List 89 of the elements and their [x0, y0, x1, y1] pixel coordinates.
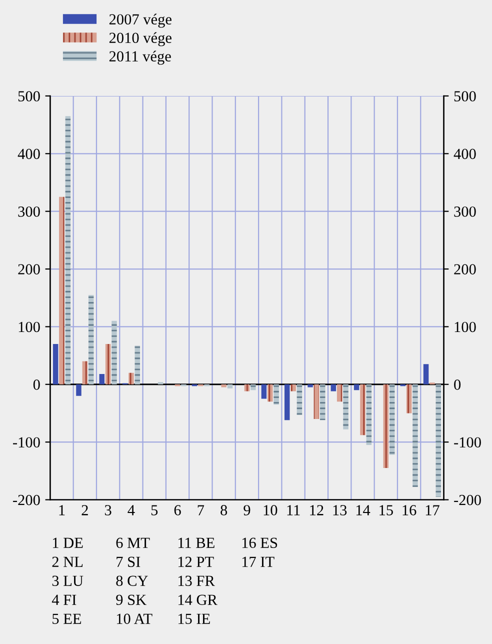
bar [65, 116, 71, 384]
bar [82, 361, 88, 384]
y2-tick-label: 400 [454, 148, 476, 160]
y-tick-label: -200 [13, 494, 40, 506]
y2-tick-label: 200 [454, 264, 476, 274]
bar [389, 384, 395, 455]
bar [261, 384, 267, 399]
text: 12 PT [178, 556, 214, 567]
bar [105, 344, 111, 384]
y2-tick-label: 100 [454, 322, 476, 332]
bar [336, 384, 342, 402]
x-tick-label: 2 [82, 505, 88, 516]
bar [406, 384, 412, 414]
x-tick-label: 7 [198, 505, 204, 516]
x-tick-label: 11 [287, 505, 300, 516]
bar [308, 384, 313, 388]
legend-label: 2010 vége [109, 32, 172, 46]
text: 3 LU [52, 576, 84, 586]
bar [360, 384, 366, 436]
bar [412, 384, 418, 488]
text: 14 GR [178, 594, 218, 605]
text: 8 CY [116, 576, 148, 586]
legend-label: 2011 vége [109, 50, 171, 65]
bar [227, 384, 233, 388]
y2-tick-label: 500 [454, 91, 476, 102]
text: 6 MT [116, 538, 150, 548]
bar [76, 384, 82, 396]
x-tick-label: 17 [426, 505, 440, 516]
text: 16 ES [242, 538, 278, 548]
x-tick-label: 6 [174, 505, 181, 516]
bar [128, 372, 134, 384]
text: 5 EE [52, 614, 82, 624]
x-tick-label: 16 [402, 505, 416, 516]
bar [244, 384, 250, 392]
bar [99, 374, 105, 384]
x-tick-label: 13 [333, 505, 347, 516]
x-tick-label: 4 [128, 505, 135, 516]
bar [59, 196, 64, 384]
bar [383, 384, 389, 468]
bar [330, 384, 336, 392]
text: 15 IE [178, 614, 210, 624]
text: 7 SI [116, 556, 140, 567]
text: 1 DE [53, 538, 83, 548]
x-tick-label: 8 [220, 505, 228, 516]
bar [250, 384, 256, 390]
bar [268, 384, 273, 402]
bar [436, 384, 442, 497]
bar [343, 384, 348, 430]
text: 17 IT [242, 556, 274, 567]
y2-tick-label: 0 [454, 380, 461, 390]
bar [320, 384, 326, 420]
text: 10 AT [116, 614, 152, 624]
bar [284, 384, 290, 420]
y-tick-label: -100 [13, 437, 40, 448]
text: 2 NL [52, 556, 83, 567]
y-tick-label: 300 [18, 206, 40, 217]
text: 9 SK [116, 594, 146, 605]
bar [423, 364, 429, 384]
bar [354, 384, 360, 390]
y-tick-label: 0 [33, 380, 40, 390]
bar [134, 346, 140, 384]
text: 11 BE [178, 538, 214, 548]
x-tick-label: 10 [264, 505, 278, 516]
y2-tick-label: -200 [454, 494, 481, 506]
x-tick-label: 9 [244, 505, 250, 516]
bar [88, 294, 94, 384]
text: 13 FR [178, 576, 215, 586]
y2-tick-label: -100 [454, 437, 481, 448]
x-tick-label: 5 [151, 505, 158, 516]
text: 4 FI [52, 594, 76, 605]
y-tick-label: 400 [18, 148, 40, 160]
x-tick-label: 12 [310, 505, 324, 516]
bar [296, 384, 302, 415]
x-tick-label: 14 [356, 505, 370, 516]
bar [221, 384, 226, 388]
x-tick-label: 15 [380, 505, 393, 516]
bar [314, 384, 320, 419]
y2-tick-label: 300 [454, 206, 476, 217]
legend-label: 2007 vége [109, 14, 172, 28]
bar [290, 384, 296, 392]
bar [52, 344, 58, 384]
y-tick-label: 500 [18, 91, 40, 102]
x-tick-label: 1 [59, 505, 65, 516]
y-tick-label: 100 [18, 322, 40, 332]
x-tick-label: 3 [104, 505, 112, 516]
bar [366, 384, 372, 445]
bar [274, 384, 279, 405]
y-tick-label: 200 [18, 264, 40, 274]
bar [112, 320, 117, 384]
